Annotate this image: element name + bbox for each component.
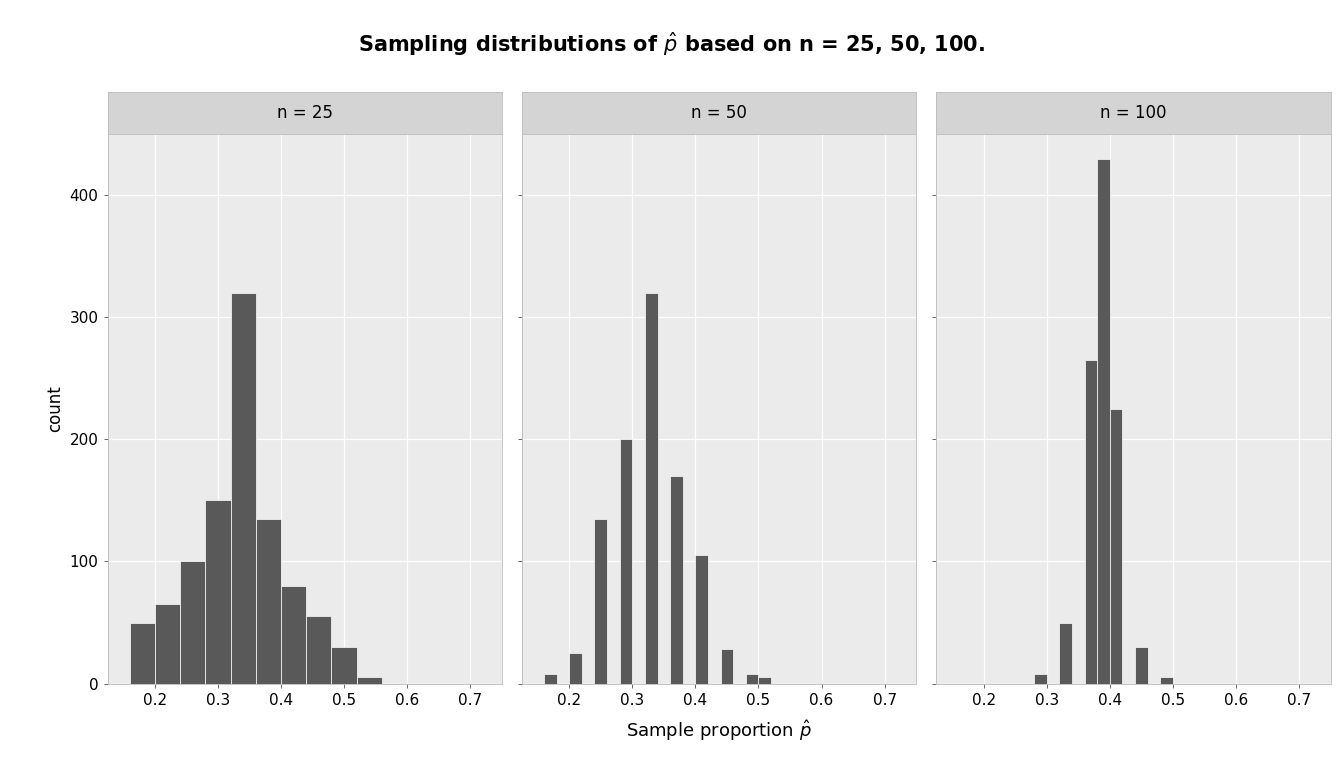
Text: n = 25: n = 25: [277, 104, 333, 122]
Bar: [645, 293, 657, 684]
Bar: [129, 623, 155, 684]
Text: n = 50: n = 50: [691, 104, 747, 122]
Text: n = 100: n = 100: [1101, 104, 1167, 122]
Bar: [1136, 647, 1148, 684]
Bar: [594, 519, 607, 684]
Bar: [180, 561, 206, 684]
Bar: [255, 519, 281, 684]
Bar: [695, 555, 708, 684]
Bar: [758, 677, 771, 684]
Bar: [155, 604, 180, 684]
Bar: [1034, 674, 1047, 684]
Bar: [720, 650, 734, 684]
Bar: [1110, 409, 1122, 684]
Bar: [356, 677, 382, 684]
Bar: [620, 439, 632, 684]
X-axis label: Sample proportion $\hat{p}$: Sample proportion $\hat{p}$: [626, 719, 812, 743]
Bar: [1160, 677, 1173, 684]
Bar: [544, 674, 556, 684]
Bar: [231, 293, 255, 684]
Text: Sampling distributions of $\hat{p}$ based on n = 25, 50, 100.: Sampling distributions of $\hat{p}$ base…: [359, 31, 985, 58]
Bar: [1097, 159, 1110, 684]
Bar: [1085, 360, 1097, 684]
Bar: [746, 674, 758, 684]
Bar: [206, 501, 231, 684]
Bar: [332, 647, 356, 684]
Bar: [281, 586, 306, 684]
Bar: [1059, 623, 1073, 684]
Bar: [306, 617, 332, 684]
Bar: [671, 476, 683, 684]
Bar: [570, 653, 582, 684]
Y-axis label: count: count: [46, 386, 65, 432]
